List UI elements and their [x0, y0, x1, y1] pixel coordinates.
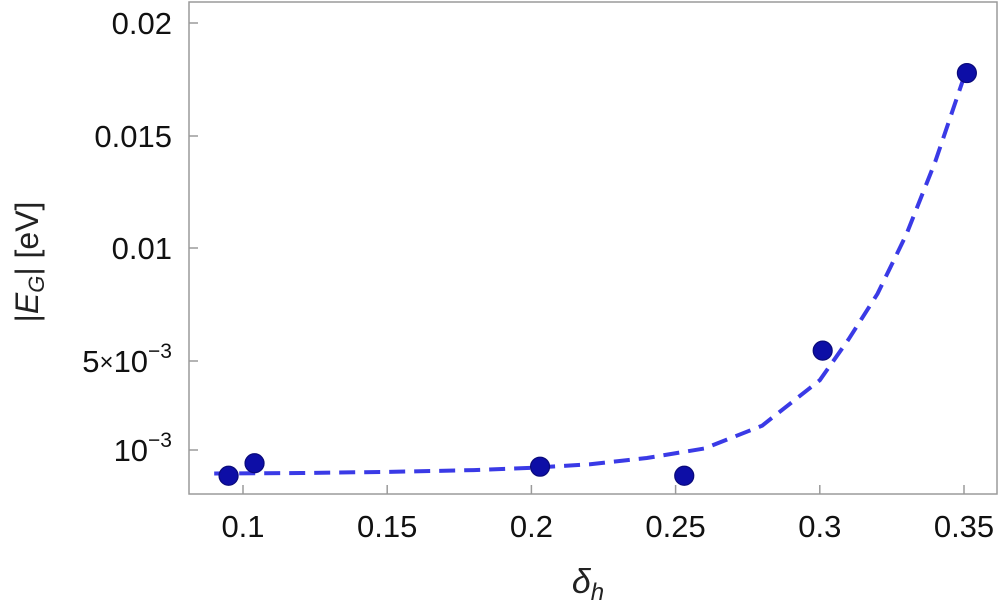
plot-frame — [188, 1, 998, 495]
data-point — [812, 340, 833, 361]
fit-curve — [214, 67, 969, 476]
data-point — [244, 453, 265, 474]
x-tick-label: 0.35 — [934, 509, 994, 544]
y-axis-title: |EG| [eV] — [9, 202, 49, 323]
data-points — [218, 62, 977, 486]
data-point — [218, 465, 239, 486]
y-axis: 0.02 0.015 0.01 5×10−3 10−3 — [82, 6, 198, 468]
y-tick-label: 0.02 — [112, 6, 172, 41]
data-point — [956, 62, 977, 84]
x-tick-label: 0.3 — [798, 509, 841, 544]
x-axis-title: δh — [572, 563, 604, 606]
x-tick-label: 0.15 — [357, 509, 417, 544]
y-tick-label: 0.01 — [112, 231, 172, 266]
x-tick-label: 0.2 — [510, 509, 553, 544]
x-axis: 0.1 0.15 0.2 0.25 0.3 0.35 — [221, 485, 994, 544]
y-tick-label: 5×10−3 — [82, 340, 172, 379]
y-tick-label: 0.015 — [94, 119, 172, 154]
y-tick-label: 10−3 — [114, 429, 172, 468]
data-point — [529, 456, 551, 477]
x-tick-label: 0.1 — [221, 509, 264, 544]
x-tick-label: 0.25 — [645, 509, 705, 544]
data-point — [674, 465, 695, 486]
